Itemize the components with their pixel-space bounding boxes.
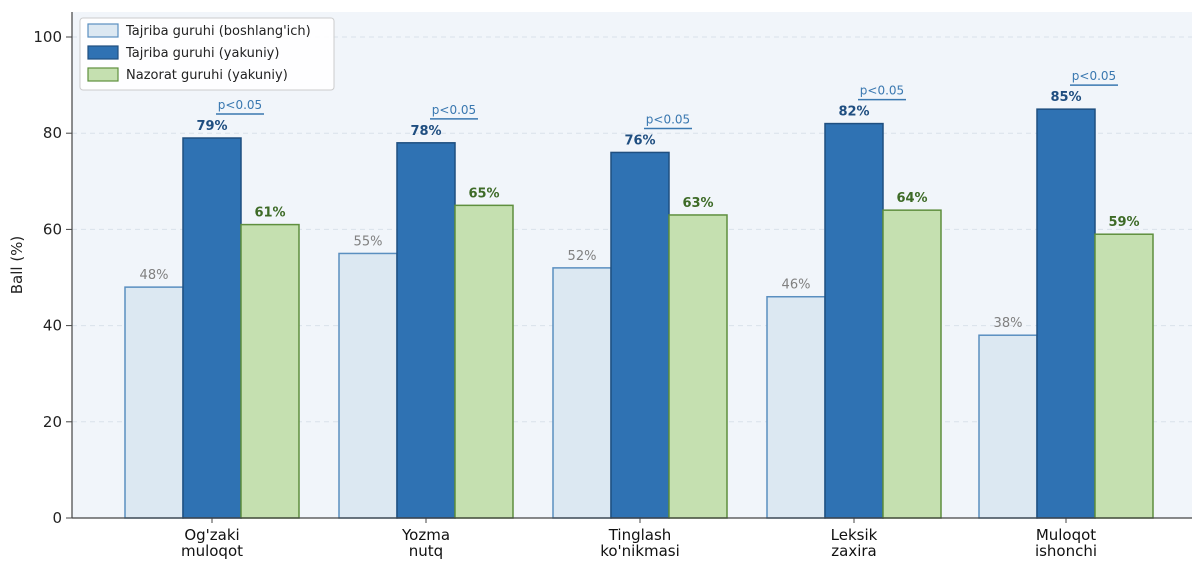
bar-s0-c0: [124, 286, 184, 519]
p-value-label: p<0.05: [860, 84, 904, 98]
legend-label: Tajriba guruhi (yakuniy): [125, 46, 279, 61]
data-label: 38%: [994, 316, 1023, 331]
p-value-label: p<0.05: [432, 103, 476, 117]
significance-annotations: p<0.05 p<0.05 p<0.05 p<0.05 p<0.05: [216, 69, 1118, 130]
data-label: 61%: [254, 206, 285, 221]
bar-s0-c1: [338, 252, 398, 519]
legend: Tajriba guruhi (boshlang'ich) Tajriba gur…: [79, 17, 335, 91]
data-label: 79%: [196, 119, 227, 134]
legend-label: Nazorat guruhi (yakuniy): [126, 68, 288, 83]
x-tick-label: zaxira: [831, 542, 876, 560]
legend-swatch: [87, 23, 119, 38]
bar-s0-c3: [766, 295, 826, 519]
data-label: 63%: [682, 196, 713, 211]
data-label: 78%: [410, 124, 441, 139]
p-value-label: p<0.05: [1072, 69, 1116, 83]
bar-s0-c4: [978, 334, 1038, 519]
x-tick-label: Leksik: [831, 526, 878, 544]
data-label: 46%: [782, 278, 811, 293]
legend-swatch: [87, 67, 119, 82]
x-tick-label: Tinglash: [608, 526, 672, 544]
x-tick-label: nutq: [409, 542, 443, 560]
data-label: 64%: [896, 191, 927, 206]
bar-s2-c3: [882, 209, 942, 519]
bar-s1-c0: [182, 137, 242, 519]
legend-label: Tajriba guruhi (boshlang'ich): [125, 24, 311, 39]
data-label: 59%: [1108, 215, 1139, 230]
y-tick-label: 40: [43, 317, 62, 335]
y-tick-label: 20: [43, 413, 62, 431]
x-tick-label: Og'zaki: [184, 526, 239, 544]
y-tick-label: 60: [43, 220, 62, 238]
x-tick-label: muloqot: [181, 542, 243, 560]
data-label: 48%: [140, 268, 169, 283]
bar-s1-c1: [396, 142, 456, 519]
bar-s2-c0: [240, 223, 300, 519]
bar-s1-c3: [824, 122, 884, 519]
data-labels: 48% 55% 52% 46% 38% 79% 78% 76% 82% 85% 61% 65% 63% 6…: [140, 90, 1140, 331]
p-value-label: p<0.05: [218, 98, 262, 112]
x-tick-label: Muloqot: [1036, 526, 1096, 544]
bar-s2-c1: [454, 204, 514, 519]
x-tick-label: Yozma: [401, 526, 450, 544]
p-value-label: p<0.05: [646, 112, 690, 126]
y-tick-label: 100: [33, 28, 62, 46]
legend-box: [79, 17, 335, 91]
bars: [124, 108, 1154, 519]
y-tick-label: 80: [43, 124, 62, 142]
bar-s2-c2: [668, 214, 728, 519]
bar-s0-c2: [552, 267, 612, 519]
x-tick-label: ko'nikmasi: [600, 542, 680, 560]
data-label: 52%: [568, 249, 597, 264]
x-tick-label: ishonchi: [1035, 542, 1097, 560]
y-tick-label: 0: [52, 509, 62, 527]
bar-s1-c2: [610, 151, 670, 519]
bar-s1-c4: [1036, 108, 1096, 519]
data-label: 65%: [468, 186, 499, 201]
bar-s2-c4: [1094, 233, 1154, 519]
y-axis-label: Ball (%): [8, 236, 26, 295]
data-label: 76%: [624, 133, 655, 148]
data-label: 82%: [838, 105, 869, 120]
data-label: 55%: [354, 234, 383, 249]
data-label: 85%: [1050, 90, 1081, 105]
legend-swatch: [87, 45, 119, 60]
